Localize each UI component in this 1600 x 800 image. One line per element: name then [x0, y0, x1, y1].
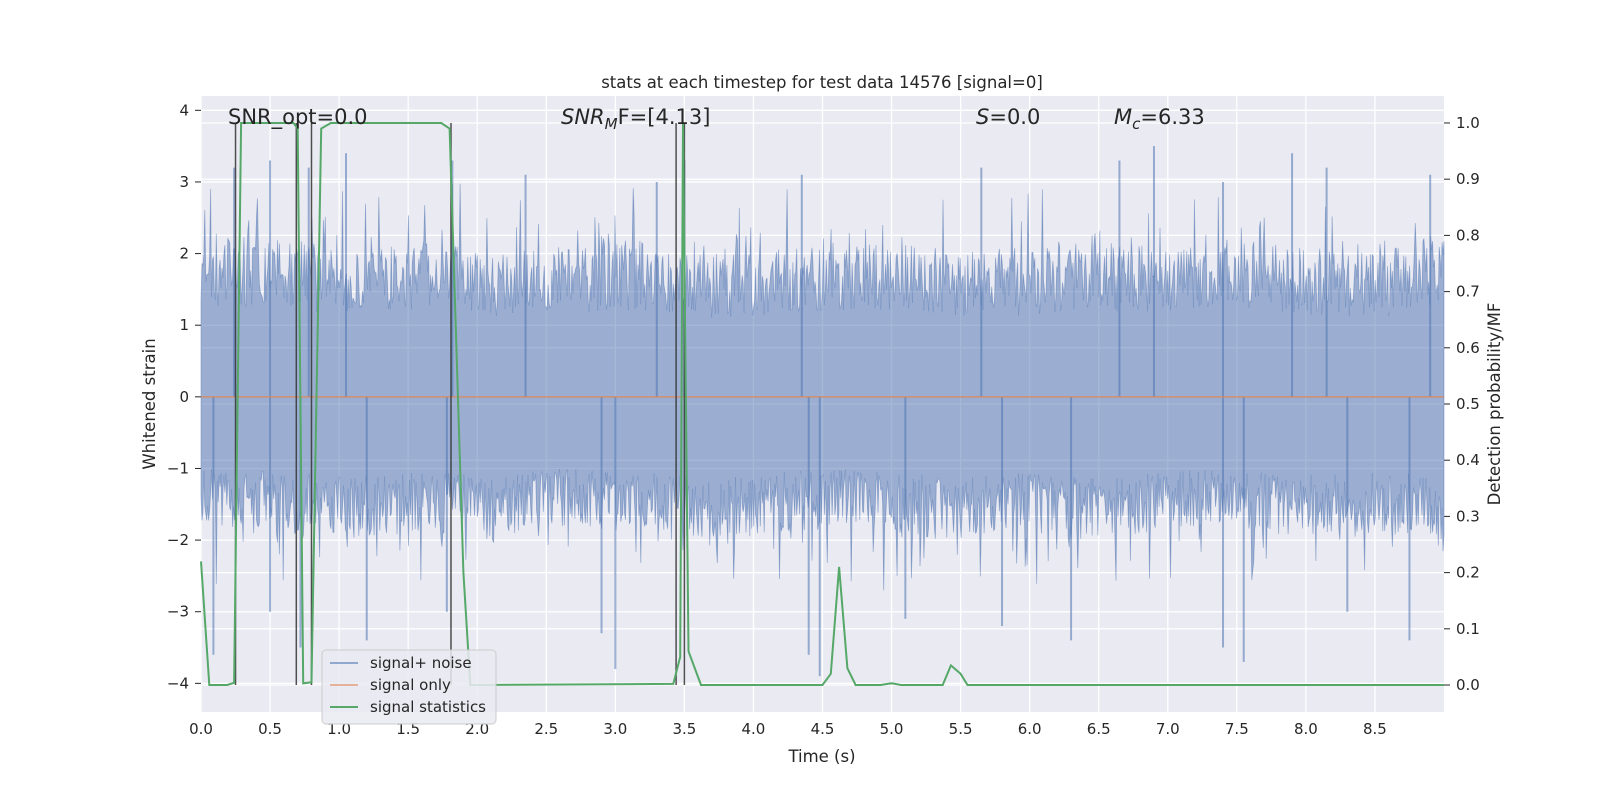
y-tick-label: 3 [179, 173, 189, 191]
annotation-snr-mf-value: F=[4.13] [618, 105, 711, 129]
annotation-snr-mf: SNRMF=[4.13] [561, 105, 710, 133]
x-tick-label: 5.5 [949, 720, 973, 738]
x-tick-label: 7.0 [1156, 720, 1180, 738]
y2-tick-label: 0.2 [1456, 564, 1480, 582]
y-tick-labels: 4 3 2 1 0 −1 −2 −3 −4 [167, 101, 189, 692]
y2-tick-label: 0.9 [1456, 170, 1480, 188]
signal-statistics-series [200, 122, 1444, 687]
y2-tick-label: 0.0 [1456, 676, 1480, 694]
annotation-mc: Mc=6.33 [1114, 105, 1205, 133]
y2-tick-label: 0.8 [1456, 226, 1480, 244]
x-tick-label: 8.5 [1363, 720, 1387, 738]
x-tick-label: 7.5 [1225, 720, 1249, 738]
x-tick-label: 4.0 [742, 720, 766, 738]
x-tick-label: 5.0 [880, 720, 904, 738]
y-tick-label: 0 [179, 388, 189, 406]
x-tick-label: 3.0 [603, 720, 627, 738]
annotation-mc-value: =6.33 [1140, 105, 1204, 129]
annotation-snr-opt: SNR_opt=0.0 [228, 105, 368, 130]
legend-label-noise: signal+ noise [370, 654, 472, 672]
y2-axis-label: Detection probability/MF [1485, 303, 1504, 506]
x-axis-label: Time (s) [787, 747, 855, 766]
annotation-s-value: =0.0 [989, 105, 1040, 129]
y-tick-label: 4 [179, 101, 189, 119]
x-tick-label: 8.0 [1294, 720, 1318, 738]
x-tick-label: 6.5 [1087, 720, 1111, 738]
x-tick-label: 0.0 [189, 720, 213, 738]
annotation-s: S=0.0 [976, 105, 1040, 129]
annotation-mc-symbol: M [1114, 105, 1132, 129]
signal-noise-series [200, 146, 1445, 677]
y-tick-label: −2 [167, 531, 189, 549]
y-tick-label: −3 [167, 603, 189, 621]
x-tick-labels: 0.0 0.5 1.0 1.5 2.0 2.5 3.0 3.5 4.0 4.5 5.0 5.5 6.0 6… [189, 720, 1387, 738]
x-tick-label: 4.5 [811, 720, 835, 738]
y2-tick-label: 0.5 [1456, 395, 1480, 413]
y2-tick-label: 0.7 [1456, 283, 1480, 301]
y-tick-label: 1 [179, 316, 189, 334]
legend: signal+ noise signal only signal statist… [321, 649, 497, 725]
y2-tick-label: 1.0 [1456, 114, 1480, 132]
y-tick-label: 2 [179, 245, 189, 263]
legend-box [321, 649, 497, 725]
y2-tick-label: 0.6 [1456, 339, 1480, 357]
y-axis-label: Whitened strain [140, 338, 159, 469]
annotation-snr-mf-symbol: SNR [561, 105, 605, 129]
y2-tick-label: 0.1 [1456, 620, 1480, 638]
y-tick-label: −4 [167, 674, 189, 692]
y2-tick-label: 0.4 [1456, 451, 1480, 469]
legend-label-statistics: signal statistics [370, 698, 486, 716]
x-tick-label: 3.5 [672, 720, 696, 738]
y2-tick-label: 0.3 [1456, 507, 1480, 525]
legend-label-signal-only: signal only [370, 676, 451, 694]
x-tick-label: 0.5 [258, 720, 282, 738]
x-tick-label: 6.0 [1018, 720, 1042, 738]
annotation-mc-subscript: c [1132, 115, 1141, 133]
x-tick-label: 2.5 [534, 720, 558, 738]
annotation-s-symbol: S [976, 105, 989, 129]
chart-title: stats at each timestep for test data 145… [601, 73, 1043, 92]
annotation-snr-mf-subscript: M [605, 115, 618, 133]
y-tick-label: −1 [167, 459, 189, 477]
y2-tick-labels: 1.0 0.9 0.8 0.7 0.6 0.5 0.4 0.3 0.2 0.1 0.0 [1456, 114, 1480, 694]
